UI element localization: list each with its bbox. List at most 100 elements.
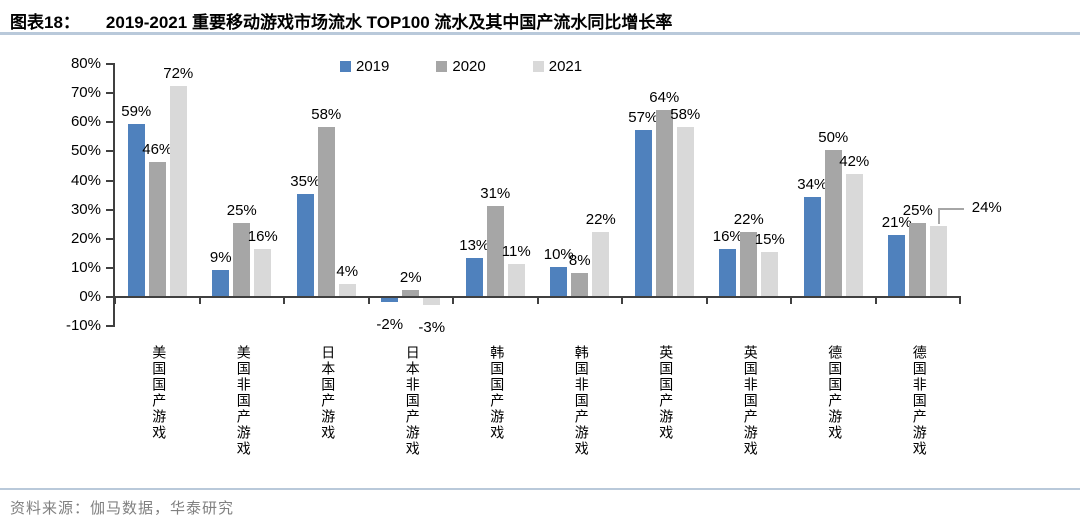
y-axis-tick bbox=[106, 296, 113, 298]
bar-value-label: 13% bbox=[459, 237, 490, 255]
bar bbox=[550, 266, 568, 296]
bar bbox=[148, 162, 166, 296]
bar-value-label: 22% bbox=[585, 210, 616, 228]
y-axis-tick bbox=[106, 150, 113, 153]
bar bbox=[127, 124, 145, 296]
y-axis-tick-label: 70% bbox=[70, 84, 101, 102]
bar-value-label: 42% bbox=[839, 152, 870, 170]
y-axis-tick-label: 60% bbox=[70, 113, 101, 131]
bar bbox=[824, 150, 842, 296]
bar bbox=[909, 223, 927, 296]
y-axis-tick-label: -10% bbox=[65, 317, 101, 335]
figure-header: 图表18： 2019-2021 重要移动游戏市场流水 TOP100 流水及其中国产… bbox=[0, 0, 1080, 35]
category-label: 英国非国产游戏 bbox=[741, 345, 757, 457]
y-axis-tick bbox=[106, 208, 113, 211]
bar-value-label: 2% bbox=[399, 269, 422, 287]
callout-leader-vertical bbox=[937, 208, 940, 225]
category-label: 日本非国产游戏 bbox=[403, 345, 419, 457]
y-axis-tick-label: 20% bbox=[70, 229, 101, 247]
bar bbox=[423, 298, 441, 305]
source-note: 资料来源：伽马数据，华泰研究 bbox=[10, 501, 235, 517]
x-axis-tick bbox=[790, 296, 792, 304]
bar bbox=[676, 127, 694, 296]
bar-value-label: 57% bbox=[628, 108, 659, 126]
y-axis-tick-label: 80% bbox=[70, 55, 101, 72]
callout-leader-horizontal bbox=[937, 208, 964, 211]
bar-value-label: 10% bbox=[543, 245, 574, 263]
x-axis-tick bbox=[536, 296, 539, 304]
bar bbox=[740, 231, 758, 296]
x-axis-tick bbox=[283, 296, 285, 304]
bar-value-label: 59% bbox=[121, 103, 152, 121]
bar-value-label: 8% bbox=[568, 251, 591, 269]
bar-value-label: -3% bbox=[418, 318, 446, 336]
legend-marker-icon bbox=[532, 61, 544, 72]
bar bbox=[634, 129, 652, 296]
bar bbox=[254, 249, 272, 296]
bar-value-label: -2% bbox=[376, 315, 404, 333]
category-label: 英国国产游戏 bbox=[657, 345, 673, 441]
legend-item-2019: 2019 bbox=[340, 58, 389, 75]
bar-value-label: 50% bbox=[818, 129, 849, 147]
bar-value-label: 35% bbox=[290, 173, 321, 191]
y-axis-tick-label: 0% bbox=[79, 288, 101, 305]
x-axis-tick bbox=[198, 296, 201, 304]
x-axis-tick bbox=[621, 296, 623, 304]
bar-value-label: 31% bbox=[480, 184, 511, 202]
bar bbox=[402, 290, 420, 296]
bar-value-label: 15% bbox=[754, 231, 785, 249]
bar bbox=[845, 173, 863, 296]
bar bbox=[571, 272, 589, 296]
y-axis-tick-label: 40% bbox=[70, 171, 101, 189]
y-axis-tick bbox=[106, 237, 113, 240]
bar bbox=[655, 109, 673, 296]
category-label: 美国国产游戏 bbox=[150, 345, 166, 441]
bar-value-label: 16% bbox=[712, 228, 743, 246]
x-axis-tick bbox=[874, 296, 877, 304]
bar-value-label: 25% bbox=[902, 202, 933, 220]
x-axis-tick bbox=[959, 296, 961, 304]
figure-tag: 图表18： bbox=[10, 13, 80, 32]
bar-value-label: 16% bbox=[247, 228, 278, 246]
legend-marker-icon bbox=[340, 61, 351, 72]
legend-label: 2019 bbox=[356, 58, 390, 75]
y-axis-tick-label: 30% bbox=[70, 200, 101, 218]
y-axis-tick-label: 50% bbox=[70, 142, 101, 160]
category-label: 美国非国产游戏 bbox=[234, 345, 250, 457]
chart-legend: 2019 2020 2021 bbox=[340, 58, 582, 75]
bar-value-label: 46% bbox=[142, 141, 173, 159]
bar-value-label: 24% bbox=[971, 199, 1002, 217]
bar bbox=[169, 86, 187, 296]
bar bbox=[296, 194, 314, 296]
legend-label: 2020 bbox=[452, 58, 486, 75]
category-label: 日本国产游戏 bbox=[319, 345, 335, 441]
legend-item-2021: 2021 bbox=[532, 58, 583, 75]
y-axis-tick bbox=[106, 63, 113, 65]
x-axis-tick bbox=[114, 296, 116, 304]
bar bbox=[719, 249, 737, 296]
category-label: 韩国非国产游戏 bbox=[572, 345, 588, 457]
x-axis-tick bbox=[452, 296, 454, 304]
bar-value-label: 64% bbox=[649, 88, 680, 106]
category-label: 德国非国产游戏 bbox=[910, 345, 926, 457]
bar-value-label: 21% bbox=[881, 213, 912, 231]
legend-item-2020: 2020 bbox=[436, 58, 486, 75]
bar bbox=[930, 226, 948, 296]
bar bbox=[486, 205, 504, 296]
legend-label: 2021 bbox=[548, 58, 583, 75]
y-axis-tick bbox=[106, 179, 113, 182]
category-label: 德国国产游戏 bbox=[826, 345, 842, 441]
bar bbox=[888, 234, 906, 296]
bar bbox=[212, 269, 230, 296]
bar-value-label: 4% bbox=[336, 263, 359, 281]
bar-value-label: 58% bbox=[311, 106, 342, 124]
bar-value-label: 72% bbox=[163, 65, 194, 83]
y-axis-tick bbox=[106, 266, 113, 269]
bar bbox=[233, 223, 251, 296]
bar-value-label: 9% bbox=[209, 248, 232, 266]
bar-chart: 2019 2020 2021 80% 70% 60% 50% 40% 30% 20% 10% 0% -1… bbox=[0, 36, 1080, 486]
bar-value-label: 11% bbox=[501, 242, 531, 260]
bar bbox=[381, 298, 399, 302]
bar-value-label: 25% bbox=[226, 202, 257, 220]
